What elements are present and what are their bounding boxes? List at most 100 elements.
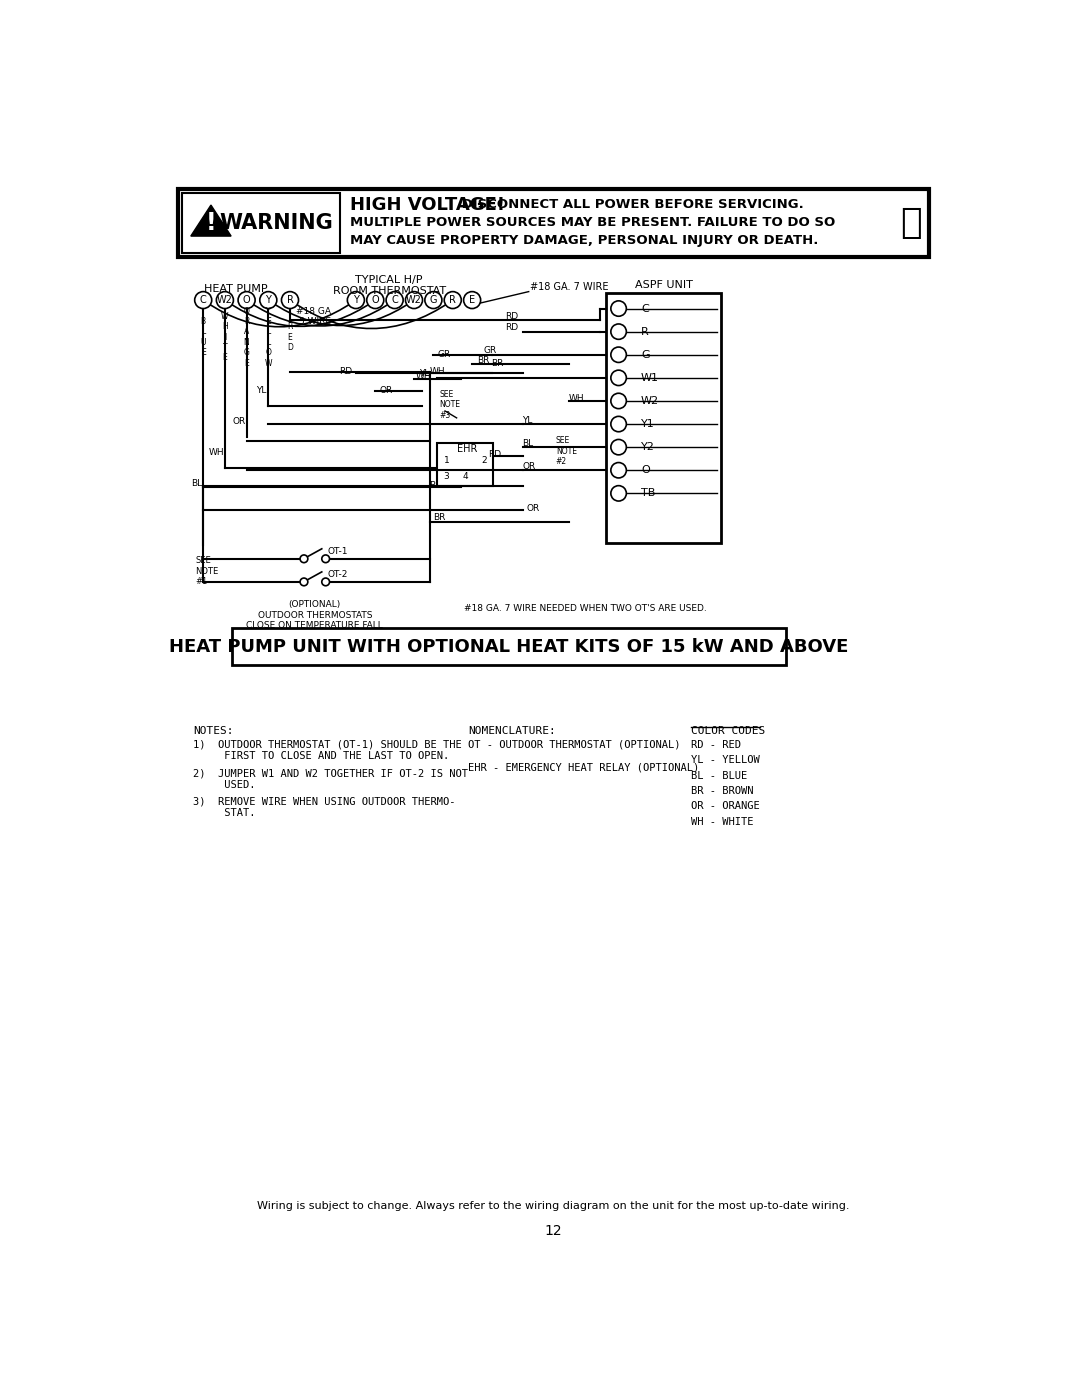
Text: GR: GR [437, 351, 450, 359]
Text: OR: OR [379, 387, 392, 395]
Text: 3: 3 [444, 472, 449, 481]
Text: OT-1: OT-1 [327, 548, 348, 556]
Text: RD: RD [505, 323, 518, 332]
Bar [177, 189, 930, 257]
Text: TYPICAL H/P
ROOM THERMOSTAT: TYPICAL H/P ROOM THERMOSTAT [333, 275, 446, 296]
Text: 2: 2 [481, 455, 487, 465]
Text: R: R [642, 327, 649, 337]
Text: EHR: EHR [458, 444, 477, 454]
Text: WH: WH [416, 372, 431, 381]
Text: Y2: Y2 [642, 441, 654, 453]
Text: MAY CAUSE PROPERTY DAMAGE, PERSONAL INJURY OR DEATH.: MAY CAUSE PROPERTY DAMAGE, PERSONAL INJU… [350, 233, 818, 246]
Text: BR: BR [433, 514, 446, 522]
Polygon shape [191, 205, 231, 236]
Text: WARNING: WARNING [219, 214, 333, 233]
Bar [606, 293, 721, 543]
Circle shape [611, 300, 626, 316]
Text: 1)  OUTDOOR THERMOSTAT (OT-1) SHOULD BE THE: 1) OUTDOOR THERMOSTAT (OT-1) SHOULD BE T… [193, 740, 462, 750]
Text: ✋: ✋ [900, 207, 921, 240]
Circle shape [611, 346, 626, 362]
Text: RD: RD [339, 367, 353, 376]
Text: W2: W2 [217, 295, 233, 305]
Text: BR - BROWN: BR - BROWN [691, 787, 754, 796]
Text: W1: W1 [642, 373, 659, 383]
Text: YL - YELLOW: YL - YELLOW [691, 756, 760, 766]
Circle shape [282, 292, 298, 309]
Circle shape [238, 292, 255, 309]
Circle shape [463, 292, 481, 309]
Circle shape [611, 486, 626, 502]
Circle shape [611, 462, 626, 478]
Text: WH: WH [569, 394, 584, 404]
Text: OT - OUTDOOR THERMOSTAT (OPTIONAL): OT - OUTDOOR THERMOSTAT (OPTIONAL) [469, 740, 680, 750]
Text: BR: BR [491, 359, 504, 369]
Text: W2: W2 [406, 295, 422, 305]
Text: #18 GA. 7 WIRE: #18 GA. 7 WIRE [530, 282, 609, 292]
Circle shape [300, 578, 308, 585]
Text: RD: RD [505, 312, 518, 321]
Text: HIGH VOLTAGE!: HIGH VOLTAGE! [350, 196, 504, 214]
Text: MULTIPLE POWER SOURCES MAY BE PRESENT. FAILURE TO DO SO: MULTIPLE POWER SOURCES MAY BE PRESENT. F… [350, 215, 835, 229]
Text: Y: Y [353, 295, 359, 305]
Circle shape [387, 292, 403, 309]
Circle shape [216, 292, 233, 309]
Text: R: R [286, 295, 294, 305]
Text: (OPTIONAL)
OUTDOOR THERMOSTATS
CLOSE ON TEMPERATURE FALL: (OPTIONAL) OUTDOOR THERMOSTATS CLOSE ON … [246, 601, 383, 630]
Text: !: ! [205, 211, 216, 235]
Circle shape [444, 292, 461, 309]
Text: BL: BL [191, 479, 202, 488]
Circle shape [322, 578, 329, 585]
Text: 2)  JUMPER W1 AND W2 TOGETHER IF OT-2 IS NOT: 2) JUMPER W1 AND W2 TOGETHER IF OT-2 IS … [193, 768, 468, 778]
Text: O
R
A
N
G
E: O R A N G E [244, 306, 249, 367]
Text: EHR - EMERGENCY HEAT RELAY (OPTIONAL): EHR - EMERGENCY HEAT RELAY (OPTIONAL) [469, 763, 700, 773]
Text: YL: YL [419, 369, 430, 377]
Text: NOMENCLATURE:: NOMENCLATURE: [469, 726, 556, 736]
Text: STAT.: STAT. [193, 809, 256, 819]
Text: 4: 4 [462, 472, 468, 481]
Circle shape [300, 555, 308, 563]
Text: RD: RD [488, 450, 501, 460]
Text: USED.: USED. [193, 780, 256, 789]
Text: B
L
U
E: B L U E [201, 317, 206, 358]
Text: OR: OR [526, 504, 540, 513]
Text: O: O [243, 295, 251, 305]
Text: OR: OR [232, 418, 246, 426]
Text: 3)  REMOVE WIRE WHEN USING OUTDOOR THERMO-: 3) REMOVE WIRE WHEN USING OUTDOOR THERMO… [193, 796, 456, 806]
Text: R
E
D: R E D [287, 323, 293, 352]
Text: WH: WH [430, 367, 445, 376]
Text: SEE
NOTE
#2: SEE NOTE #2 [556, 436, 577, 467]
Bar [181, 193, 340, 253]
Text: Y: Y [266, 295, 271, 305]
Text: BL: BL [430, 481, 441, 490]
Text: O: O [642, 465, 650, 475]
Text: SEE
NOTE
#1: SEE NOTE #1 [195, 556, 218, 587]
Bar [437, 443, 494, 486]
Bar [232, 629, 786, 665]
Text: BL: BL [523, 439, 534, 448]
Text: YL: YL [256, 387, 267, 395]
Text: GR: GR [484, 346, 497, 355]
Text: TB: TB [642, 489, 656, 499]
Text: ASPF UNIT: ASPF UNIT [635, 281, 692, 291]
Text: BR: BR [477, 356, 490, 365]
Text: W
H
I
T
E: W H I T E [221, 312, 229, 362]
Circle shape [260, 292, 276, 309]
Text: 1: 1 [444, 455, 449, 465]
Text: OR: OR [523, 462, 536, 471]
Circle shape [611, 416, 626, 432]
Text: W2: W2 [642, 395, 659, 407]
Text: OT-2: OT-2 [327, 570, 348, 580]
Text: G: G [642, 349, 650, 360]
Circle shape [405, 292, 422, 309]
Text: SEE
NOTE
#3: SEE NOTE #3 [440, 390, 460, 419]
Text: WH - WHITE: WH - WHITE [691, 817, 754, 827]
Circle shape [611, 393, 626, 409]
Text: C: C [642, 303, 649, 313]
Text: WH: WH [208, 448, 225, 457]
Circle shape [611, 324, 626, 339]
Text: O: O [372, 295, 379, 305]
Text: G: G [430, 295, 437, 305]
Circle shape [322, 555, 329, 563]
Text: HEAT PUMP: HEAT PUMP [204, 285, 268, 295]
Text: RD - RED: RD - RED [691, 740, 742, 750]
